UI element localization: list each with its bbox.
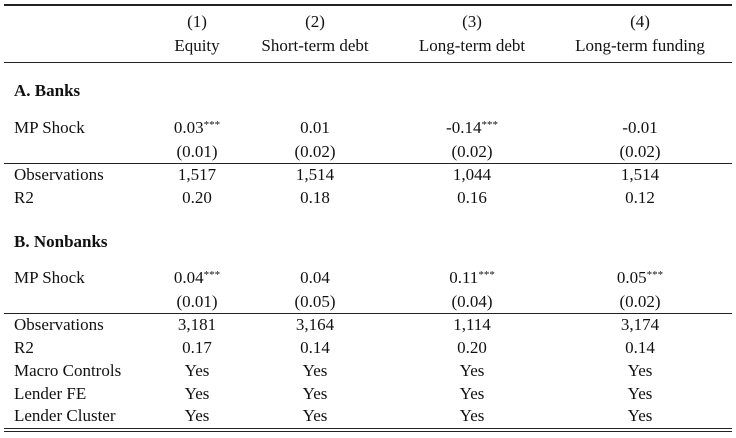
significance-stars: *** <box>646 269 664 281</box>
row-label: Observations <box>14 315 104 334</box>
column-number: (2) <box>305 12 325 31</box>
column-number: (4) <box>630 12 650 31</box>
panel-b-mp-shock-row: MP Shock 0.04*** 0.04 0.11*** 0.05*** <box>0 267 736 289</box>
coefficient: 0.04 <box>300 268 330 287</box>
r2-value: 0.18 <box>300 188 330 207</box>
r2-value: 0.16 <box>457 188 487 207</box>
significance-stars: *** <box>478 269 495 281</box>
panel-b-observations-row: Observations 3,181 3,164 1,114 3,174 <box>0 314 736 336</box>
standard-error: (0.01) <box>176 142 218 161</box>
coefficient: 0.01 <box>300 118 330 137</box>
panel-a-mp-shock-row: MP Shock 0.03*** 0.01 -0.14*** -0.01 <box>0 117 736 139</box>
lender-fe-row: Lender FE Yes Yes Yes Yes <box>0 383 736 405</box>
column-name: Long-term debt <box>418 36 526 55</box>
row-label: R2 <box>14 188 34 207</box>
control-value: Yes <box>302 361 328 380</box>
coefficient: -0.14*** <box>446 118 498 137</box>
panel-a-se-row: (0.01) (0.02) (0.02) (0.02) <box>0 141 736 163</box>
standard-error: (0.05) <box>294 292 336 311</box>
control-value: Yes <box>627 384 653 403</box>
r2-value: 0.20 <box>457 338 487 357</box>
coefficient: 0.11*** <box>449 268 495 287</box>
row-label: MP Shock <box>14 118 85 137</box>
bottom-rule-2 <box>4 431 732 432</box>
panel-b-title: B. Nonbanks <box>14 232 108 251</box>
panel-a-r2-row: R2 0.20 0.18 0.16 0.12 <box>0 187 736 209</box>
coefficient: 0.05*** <box>616 268 664 287</box>
column-name: Equity <box>174 36 220 55</box>
panel-b-se-row: (0.01) (0.05) (0.04) (0.02) <box>0 291 736 313</box>
control-value: Yes <box>627 406 653 425</box>
top-rule <box>4 4 732 6</box>
panel-b-mid-rule <box>4 313 732 314</box>
panel-a-mid-rule <box>4 163 732 164</box>
observations-value: 3,181 <box>177 315 217 334</box>
control-value: Yes <box>459 361 485 380</box>
standard-error: (0.02) <box>619 292 661 311</box>
column-number-row: (1) (2) (3) (4) <box>0 11 736 33</box>
significance-stars: *** <box>203 269 221 281</box>
control-value: Yes <box>459 406 485 425</box>
row-label: MP Shock <box>14 268 85 287</box>
header-rule <box>4 62 732 63</box>
column-name: Short-term debt <box>261 36 369 55</box>
r2-value: 0.20 <box>182 188 212 207</box>
observations-value: 1,517 <box>177 165 217 184</box>
panel-a-title: A. Banks <box>14 81 81 100</box>
control-value: Yes <box>184 361 210 380</box>
coefficient: -0.01 <box>622 118 658 137</box>
row-label: Lender FE <box>14 384 87 403</box>
lender-cluster-row: Lender Cluster Yes Yes Yes Yes <box>0 405 736 427</box>
standard-error: (0.01) <box>176 292 218 311</box>
control-value: Yes <box>184 384 210 403</box>
control-value: Yes <box>302 384 328 403</box>
panel-a-title-row: A. Banks <box>0 80 736 102</box>
panel-b-r2-row: R2 0.17 0.14 0.20 0.14 <box>0 337 736 359</box>
standard-error: (0.02) <box>294 142 336 161</box>
observations-value: 3,164 <box>295 315 335 334</box>
row-label: R2 <box>14 338 34 357</box>
significance-stars: *** <box>203 119 221 131</box>
significance-stars: *** <box>481 119 498 131</box>
observations-value: 1,514 <box>620 165 660 184</box>
observations-value: 1,514 <box>295 165 335 184</box>
panel-b-title-row: B. Nonbanks <box>0 231 736 253</box>
row-label: Lender Cluster <box>14 406 116 425</box>
observations-value: 3,174 <box>620 315 660 334</box>
standard-error: (0.02) <box>451 142 493 161</box>
standard-error: (0.02) <box>619 142 661 161</box>
row-label: Observations <box>14 165 104 184</box>
column-number: (3) <box>462 12 482 31</box>
r2-value: 0.14 <box>625 338 655 357</box>
r2-value: 0.17 <box>182 338 212 357</box>
column-name-row: Equity Short-term debt Long-term debt Lo… <box>0 35 736 57</box>
control-value: Yes <box>627 361 653 380</box>
r2-value: 0.14 <box>300 338 330 357</box>
control-value: Yes <box>302 406 328 425</box>
coefficient: 0.04*** <box>173 268 221 287</box>
column-name: Long-term funding <box>575 36 705 55</box>
bottom-rule-1 <box>4 428 732 429</box>
control-value: Yes <box>459 384 485 403</box>
panel-a-observations-row: Observations 1,517 1,514 1,044 1,514 <box>0 164 736 186</box>
observations-value: 1,044 <box>452 165 492 184</box>
r2-value: 0.12 <box>625 188 655 207</box>
control-value: Yes <box>184 406 210 425</box>
column-number: (1) <box>187 12 207 31</box>
row-label: Macro Controls <box>14 361 122 380</box>
coefficient: 0.03*** <box>173 118 221 137</box>
macro-controls-row: Macro Controls Yes Yes Yes Yes <box>0 360 736 382</box>
standard-error: (0.04) <box>451 292 493 311</box>
observations-value: 1,114 <box>453 315 491 334</box>
